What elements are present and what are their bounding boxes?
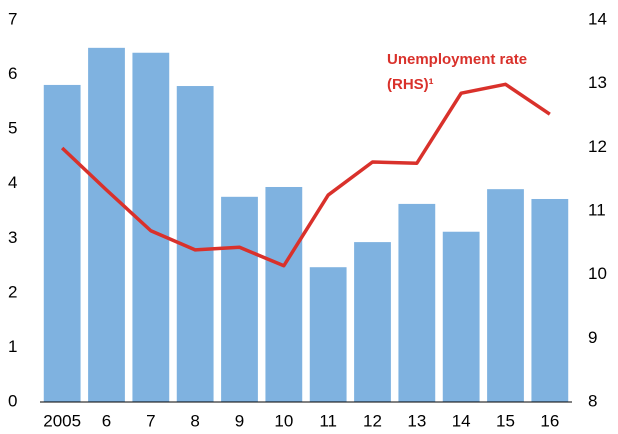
- x-tick-label: 16: [540, 411, 559, 430]
- y-tick-label: 4: [8, 173, 17, 192]
- bar: [43, 84, 81, 402]
- bar: [265, 186, 303, 402]
- x-tick-label: 11: [319, 411, 337, 430]
- x-tick-label: 13: [407, 411, 426, 430]
- y-tick-label: 0: [8, 391, 17, 410]
- x-tick-label: 10: [274, 411, 293, 430]
- y-tick-label: 5: [8, 119, 17, 138]
- y2-tick-label: 10: [588, 264, 607, 283]
- y2-tick-label: 8: [588, 391, 597, 410]
- annotation: (RHS)¹: [387, 76, 434, 93]
- x-tick-label: 7: [146, 411, 155, 430]
- x-tick-label: 8: [190, 411, 199, 430]
- x-tick-label: 9: [235, 411, 244, 430]
- x-tick-label: 14: [452, 411, 471, 430]
- bar: [487, 189, 524, 402]
- bar: [398, 203, 436, 402]
- bar: [132, 52, 170, 402]
- x-tick-label: 15: [496, 411, 515, 430]
- y-tick-label: 6: [8, 64, 17, 83]
- line: [60, 82, 551, 268]
- y-tick-label: 3: [8, 228, 17, 247]
- bar: [309, 267, 347, 402]
- bar: [531, 198, 569, 402]
- y-tick-label: 1: [8, 337, 17, 356]
- bar: [442, 231, 480, 402]
- y2-tick-label: 9: [588, 328, 597, 347]
- y2-tick-label: 11: [588, 200, 606, 219]
- bar: [88, 47, 125, 403]
- x-tick-label: 2005: [43, 411, 81, 430]
- y2-tick-label: 13: [588, 73, 607, 92]
- annotation: Unemployment rate: [387, 51, 527, 68]
- x-tick-label: 12: [363, 411, 382, 430]
- bar: [221, 196, 258, 402]
- bar: [354, 242, 391, 402]
- x-tick-label: 6: [102, 411, 111, 430]
- y2-tick-label: 12: [588, 137, 607, 156]
- y2-tick-label: 14: [588, 9, 607, 28]
- y-tick-label: 2: [8, 282, 17, 301]
- y-tick-label: 7: [8, 9, 17, 28]
